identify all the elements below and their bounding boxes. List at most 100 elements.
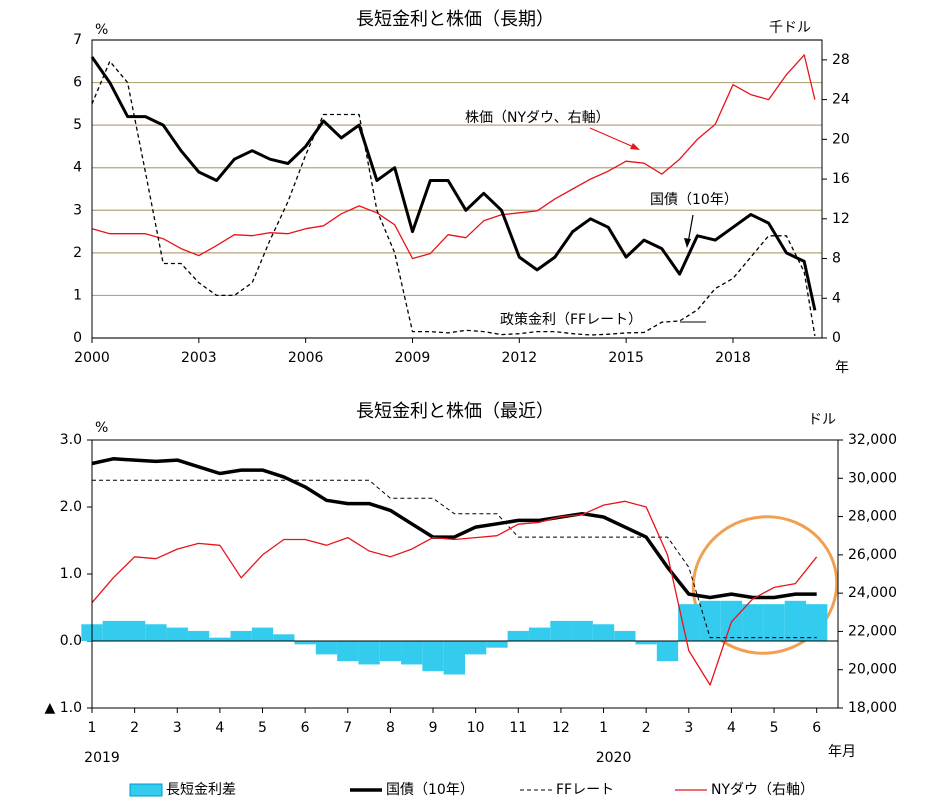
x-tick-label: 2	[130, 720, 139, 736]
bar	[784, 600, 807, 641]
x-tick-label: 10	[467, 720, 485, 736]
y2-tick-label: 0	[832, 330, 841, 346]
bar	[230, 630, 252, 641]
annotation: 政策金利（FFレート）	[500, 311, 642, 328]
y-tick-label: 3.0	[60, 432, 82, 448]
y2-tick-label: 22,000	[848, 623, 897, 639]
y-tick-label: 3	[73, 202, 82, 218]
annotation: 株価（NYダウ、右軸）	[465, 110, 610, 126]
x-tick-label: 1	[88, 720, 97, 736]
bar	[273, 634, 295, 641]
bar	[614, 630, 636, 641]
bar	[102, 620, 124, 641]
y-tick-label: 2	[73, 245, 82, 261]
y-tick-label: ▲ 1.0	[45, 700, 82, 716]
bar	[635, 641, 657, 645]
x-tick-label: 3	[173, 720, 182, 736]
legend-label: 長短金利差	[166, 782, 236, 798]
highlight-ellipse	[691, 515, 839, 655]
x-tick-label: 1	[599, 720, 608, 736]
y-tick-label: 0	[73, 330, 82, 346]
line-series	[91, 60, 816, 337]
y2-tick-label: 28	[832, 52, 850, 68]
y2-tick-label: 24,000	[848, 585, 897, 601]
y2-axis-label: ドル	[808, 412, 836, 428]
x-tick-label: 2015	[608, 350, 644, 366]
x-tick-label: 2012	[501, 350, 537, 366]
bar	[315, 641, 338, 655]
y-tick-label: 4	[73, 160, 82, 176]
y2-tick-label: 12	[832, 211, 850, 227]
y2-tick-label: 28,000	[848, 509, 897, 525]
bar	[294, 641, 316, 645]
y-tick-label: 1	[73, 287, 82, 303]
bar	[337, 641, 359, 662]
chart-title: 長短金利と株価（最近）	[356, 401, 554, 422]
bar	[763, 604, 785, 641]
line-series	[91, 500, 818, 686]
plot-frame	[91, 439, 839, 709]
y2-tick-label: 32,000	[848, 432, 897, 448]
y2-tick-label: 18,000	[848, 700, 897, 716]
legend-label: 国債（10年）	[386, 782, 474, 798]
y-tick-label: 7	[73, 32, 82, 48]
arrows	[589, 127, 706, 323]
x-tick-label: 2009	[395, 350, 431, 366]
annotation: 国債（10年）	[650, 192, 738, 208]
bar	[422, 641, 444, 672]
y2-tick-label: 4	[832, 290, 841, 306]
x-tick-label: 6	[301, 720, 310, 736]
bar	[678, 604, 700, 641]
legend-label: FFレート	[556, 782, 614, 798]
bar	[166, 627, 188, 641]
line-series	[92, 479, 817, 639]
y-tick-label: 2.0	[60, 499, 82, 515]
line-series	[91, 457, 817, 600]
y2-tick-label: 24	[832, 92, 850, 108]
bar	[379, 641, 402, 662]
line-series	[91, 54, 816, 260]
bar	[251, 627, 274, 641]
x-axis-label: 年月	[828, 744, 856, 760]
bar	[465, 641, 487, 655]
legend-swatch	[129, 783, 163, 797]
bar	[550, 620, 572, 641]
bar	[145, 624, 167, 641]
bar	[528, 627, 551, 641]
x-group-label: 2020	[596, 750, 632, 766]
y2-axis-label: 千ドル	[769, 20, 811, 36]
y-tick-label: 1.0	[60, 566, 82, 582]
x-tick-label: 2006	[288, 350, 324, 366]
x-tick-label: 4	[727, 720, 736, 736]
y-axis-label: %	[95, 22, 108, 38]
y-tick-label: 6	[73, 75, 82, 91]
y-tick-label: 5	[73, 117, 82, 133]
bar	[187, 630, 210, 641]
y2-tick-label: 8	[832, 251, 841, 267]
line-series	[90, 56, 817, 311]
x-tick-label: 4	[215, 720, 224, 736]
y2-tick-label: 30,000	[848, 470, 897, 486]
bar	[720, 600, 743, 641]
x-tick-label: 9	[429, 720, 438, 736]
x-tick-label: 7	[343, 720, 352, 736]
x-tick-label: 6	[812, 720, 821, 736]
bar	[123, 620, 146, 641]
x-tick-label: 2000	[74, 350, 110, 366]
x-tick-label: 12	[552, 720, 570, 736]
bar	[592, 624, 615, 641]
y2-tick-label: 20,000	[848, 662, 897, 678]
bar	[507, 630, 529, 641]
bar	[443, 641, 465, 675]
x-tick-label: 8	[386, 720, 395, 736]
bar	[209, 637, 231, 641]
chart-title: 長短金利と株価（長期）	[356, 9, 554, 30]
legend-label: NYダウ（右軸）	[711, 782, 814, 798]
y2-tick-label: 26,000	[848, 547, 897, 563]
x-tick-label: 3	[684, 720, 693, 736]
y-tick-label: 0.0	[60, 633, 82, 649]
x-axis-label: 年	[835, 360, 849, 376]
x-tick-label: 2018	[715, 350, 751, 366]
bar	[742, 604, 764, 641]
